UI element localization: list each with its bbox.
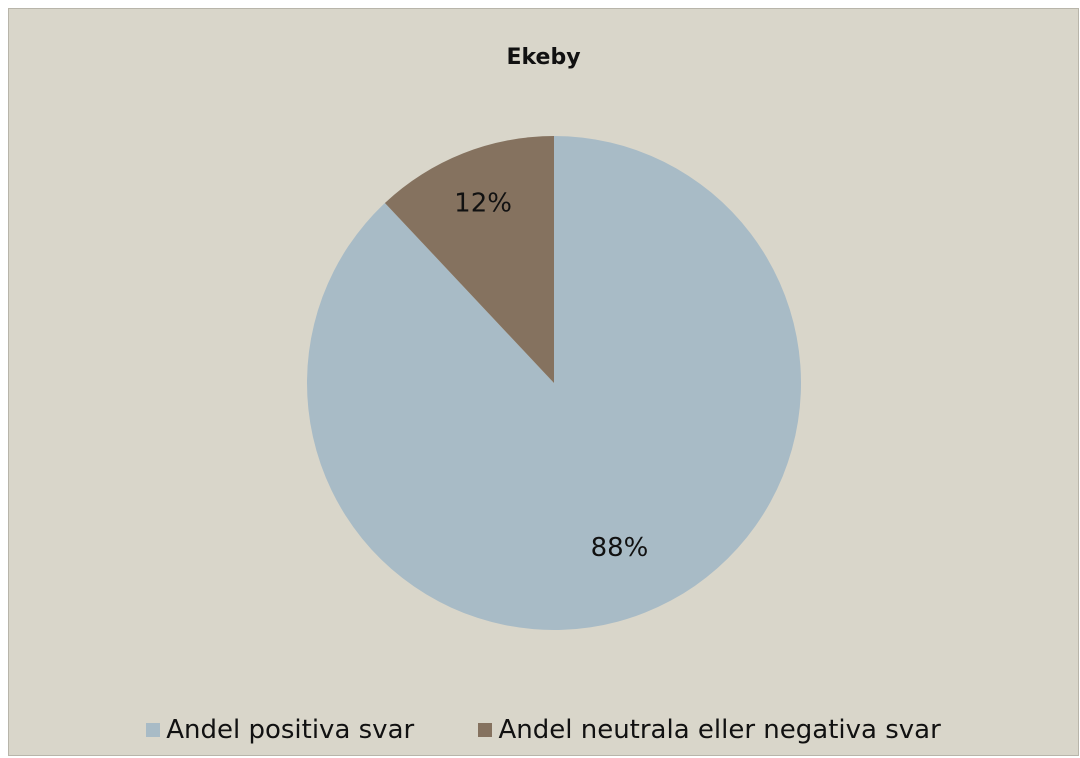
legend-label-neutral-negative: Andel neutrala eller negativa svar — [498, 715, 941, 745]
legend-swatch-neutral-negative — [478, 723, 493, 737]
data-label-positive: 88% — [591, 533, 649, 563]
pie-chart: 88% 12% — [307, 136, 801, 631]
data-label-neutral-negative: 12% — [454, 188, 512, 218]
chart-area: Ekeby 88% 12% Andel positiva svar Andel n… — [8, 8, 1079, 756]
legend-item-positive: Andel positiva svar — [146, 715, 414, 745]
pie-slice-neutral-negative — [384, 136, 554, 383]
legend-item-neutral-negative: Andel neutrala eller negativa svar — [478, 715, 941, 745]
pie-slice-positive — [307, 136, 801, 631]
legend: Andel positiva svar Andel neutrala eller… — [9, 714, 1078, 745]
chart-title: Ekeby — [506, 45, 581, 70]
legend-label-positive: Andel positiva svar — [166, 715, 415, 745]
legend-swatch-positive — [146, 723, 161, 737]
